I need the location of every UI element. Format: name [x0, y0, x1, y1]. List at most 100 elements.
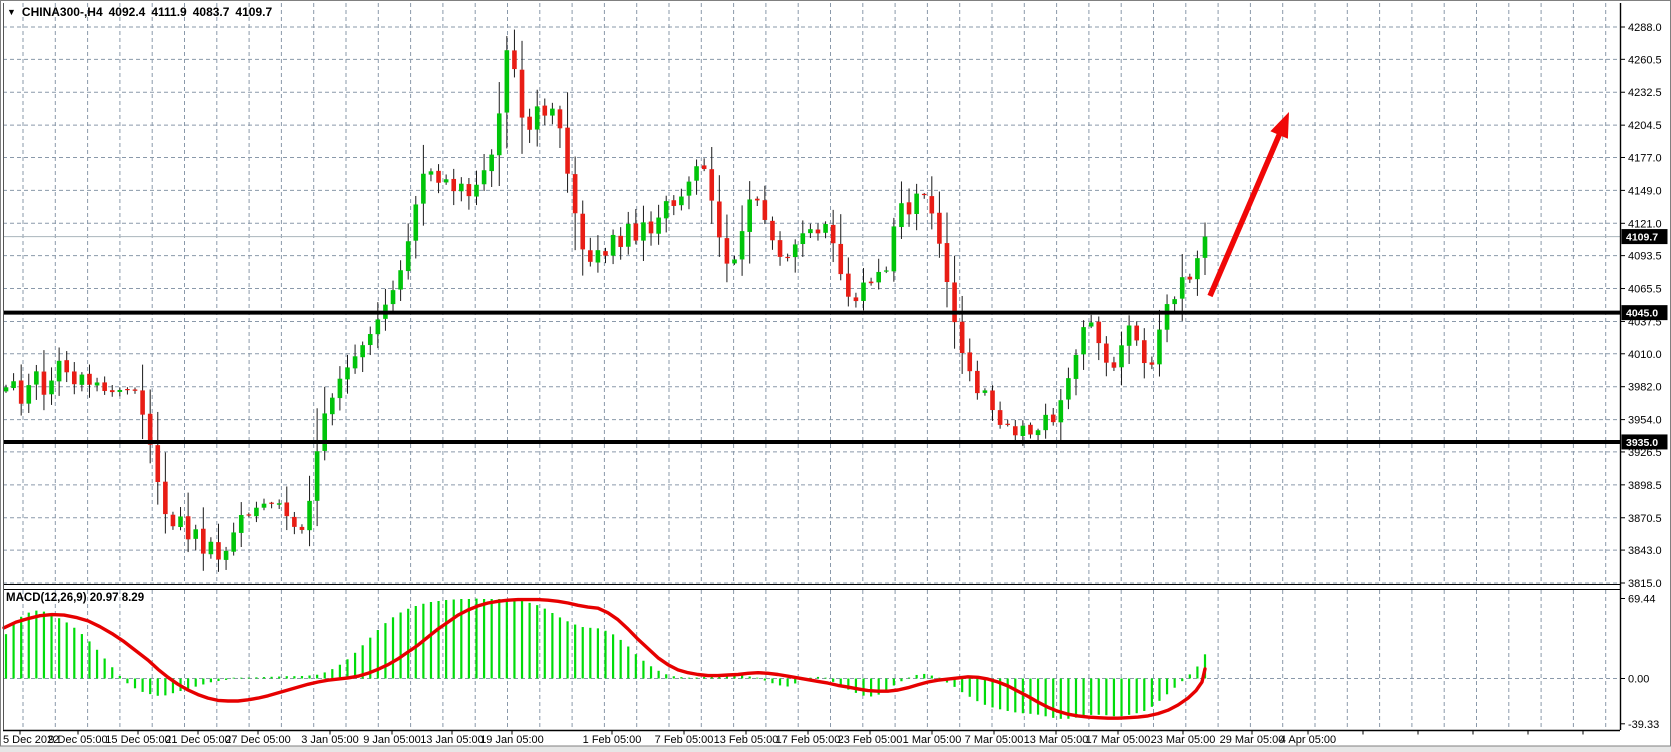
candle-body: [71, 371, 77, 385]
candle-body: [686, 181, 692, 196]
candle-body: [883, 270, 889, 272]
candle-body: [967, 352, 973, 372]
time-tick-label: 13 Jan 05:00: [420, 734, 484, 746]
time-tick-label: 27 Dec 05:00: [225, 734, 290, 746]
candle-body: [163, 481, 168, 515]
candle-body: [360, 345, 365, 358]
candle-body: [527, 116, 532, 130]
candle-body: [459, 183, 464, 192]
candle-body: [1005, 423, 1010, 425]
candle-body: [41, 371, 47, 395]
candle-body: [975, 370, 980, 394]
candle-body: [102, 382, 107, 391]
candle-body: [557, 109, 563, 129]
time-tick-label: 7 Feb 05:00: [655, 734, 714, 746]
price-axis[interactable]: 4288.0 4260.5 4232.5 4204.5 4177.0 4149.0 4121…: [1620, 22, 1662, 731]
price-tick-label: 3843.0: [1628, 545, 1662, 557]
candle-body: [891, 226, 897, 272]
candle-body: [899, 203, 904, 228]
candle-body: [656, 217, 661, 234]
horizontal-levels[interactable]: [3, 310, 1620, 444]
candle-body: [724, 238, 730, 264]
candle-body: [489, 154, 494, 172]
candle-body: [1119, 345, 1124, 368]
candle-body: [307, 500, 312, 531]
price-tick-label: 3982.0: [1628, 382, 1662, 394]
candle-body: [921, 193, 927, 196]
candle-body: [588, 250, 593, 262]
time-tick-label: 17 Feb 05:00: [776, 734, 841, 746]
candle-body: [792, 244, 798, 258]
price-tick-label: 4093.5: [1628, 251, 1662, 263]
time-tick-label: 9 Dec 05:00: [48, 734, 107, 746]
candle-body: [216, 542, 221, 560]
candle-body: [3, 387, 9, 392]
candle-body: [534, 106, 540, 130]
price-tick-label: 3954.0: [1628, 415, 1662, 427]
time-tick-label: 15 Dec 05:00: [105, 734, 170, 746]
candle-body: [330, 397, 335, 415]
candle-body: [641, 222, 646, 241]
candle-body: [830, 224, 836, 244]
candle-body: [914, 193, 919, 214]
candle-body: [125, 389, 130, 391]
level-tag-1-text: 3935.0: [1626, 437, 1658, 449]
time-tick-label: 23 Feb 05:00: [838, 734, 903, 746]
candle-body: [117, 389, 123, 392]
candle-body: [1141, 340, 1147, 364]
time-tick-label: 1 Feb 05:00: [583, 734, 642, 746]
candle-body: [1058, 400, 1064, 423]
level-tag-0: [1621, 305, 1668, 321]
time-tick-label: 21 Dec 05:00: [165, 734, 230, 746]
macd-tick-label: 0.00: [1628, 674, 1649, 686]
candle-body: [1043, 414, 1048, 431]
candle-body: [929, 196, 935, 214]
price-tick-label: 3898.5: [1628, 480, 1662, 492]
macd-main-value: 20.97: [89, 592, 119, 604]
candle-body: [1020, 425, 1026, 437]
candle-body: [1126, 325, 1132, 346]
price-tick-label: 4065.5: [1628, 284, 1662, 296]
candle-body: [618, 235, 623, 247]
price-tick-label: 4288.0: [1628, 22, 1662, 34]
trend-arrow[interactable]: [1207, 112, 1289, 298]
candle-body: [34, 371, 39, 385]
candle-body: [1088, 322, 1094, 327]
price-tick-label: 4149.0: [1628, 185, 1662, 197]
macd-tick-label: -39.33: [1628, 719, 1659, 731]
candle-body: [261, 503, 267, 508]
candle-body: [254, 507, 259, 517]
arrow-head: [1270, 112, 1289, 139]
candle-body: [375, 319, 381, 335]
candle-body: [299, 526, 305, 530]
candle-body: [269, 502, 274, 504]
candle-body: [1012, 426, 1018, 436]
candle-body: [322, 413, 328, 451]
candle-body: [679, 196, 684, 206]
symbol-dropdown-triangle-icon[interactable]: ▼: [7, 7, 16, 17]
candle-body: [853, 297, 859, 302]
candle-body: [519, 69, 525, 118]
candle-body: [185, 516, 191, 540]
arrow-shaft: [1207, 130, 1284, 298]
candle-body: [876, 271, 881, 283]
macd-signal-value: 8.29: [121, 592, 145, 604]
level-tag-0-text: 4045.0: [1626, 308, 1658, 320]
time-tick-label: 4 Apr 05:00: [1280, 734, 1336, 746]
time-tick-label: 13 Mar 05:00: [1024, 734, 1089, 746]
candle-body: [170, 514, 176, 527]
candle-body: [565, 127, 570, 174]
candle-body: [314, 451, 320, 501]
price-tick-label: 3870.5: [1628, 513, 1662, 525]
time-tick-label: 5 Dec 2022: [3, 734, 59, 746]
candle-body: [504, 50, 510, 113]
candle-body: [1050, 414, 1056, 423]
grid-lines: [3, 3, 1620, 730]
candle-body: [990, 390, 995, 411]
candle-body: [49, 380, 54, 395]
candle-body: [466, 184, 472, 197]
time-tick-label: 23 Mar 05:00: [1151, 734, 1216, 746]
